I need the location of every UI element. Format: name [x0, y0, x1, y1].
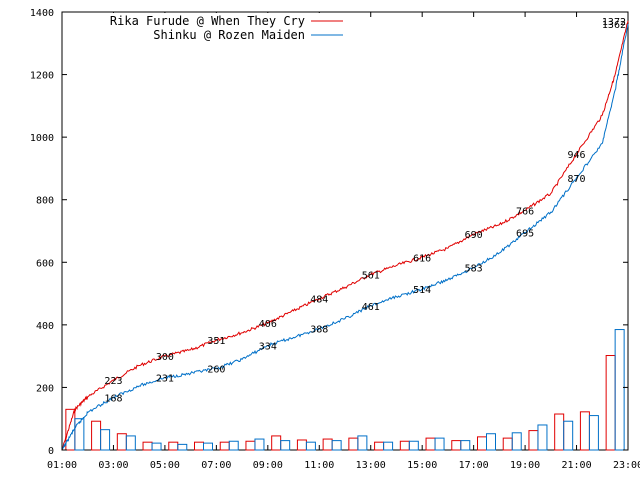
y-tick-label: 1000 [30, 133, 54, 144]
bar-shinku [588, 415, 599, 451]
point-label-rika: 946 [568, 150, 586, 161]
point-label-shinku: 168 [104, 393, 122, 404]
bar-rika [296, 439, 307, 451]
bar-shinku [203, 442, 213, 451]
y-tick-label: 400 [36, 321, 54, 332]
point-label-rika: 561 [362, 270, 380, 281]
y-tick-label: 600 [36, 258, 54, 269]
bar-shinku [254, 438, 265, 451]
y-tick-label: 800 [36, 196, 54, 207]
legend-label-shinku: Shinku @ Rozen Maiden [153, 28, 305, 42]
point-label-rika: 766 [516, 206, 534, 217]
bar-shinku [74, 418, 85, 451]
bar-rika [605, 355, 616, 451]
bar-shinku [614, 329, 625, 451]
bar-shinku [383, 441, 394, 451]
point-label-shinku: 695 [516, 229, 534, 240]
point-labels: 223 300 351 406 484 561 616 690 766 946 1372 168 231… [104, 17, 626, 405]
cumulative-lines [61, 20, 629, 451]
bar-rika [374, 441, 385, 451]
x-tick-label: 11:00 [304, 460, 334, 471]
bar-rika [425, 437, 436, 451]
point-label-rika: 690 [465, 230, 483, 241]
point-label-rika: 223 [104, 376, 122, 387]
point-label-shinku: 260 [207, 365, 225, 376]
point-label-shinku: 514 [413, 285, 431, 296]
point-label-rika: 1372 [602, 17, 626, 28]
bar-rika [91, 420, 102, 451]
x-tick-label: 15:00 [407, 460, 437, 471]
x-axis: 01:00 03:00 05:00 07:00 09:00 11:00 13:00 15:00… [47, 12, 640, 471]
point-label-rika: 351 [207, 336, 225, 347]
x-tick-label: 17:00 [459, 460, 489, 471]
legend-label-rika: Rika Furude @ When They Cry [110, 14, 305, 28]
bar-rika [116, 433, 127, 451]
bar-rika [219, 441, 230, 451]
point-label-rika: 484 [310, 295, 328, 306]
legend-background [63, 13, 351, 43]
bar-rika [194, 441, 204, 451]
x-tick-label: 07:00 [201, 460, 231, 471]
point-label-shinku: 388 [310, 325, 328, 336]
x-tick-label: 03:00 [98, 460, 128, 471]
bar-shinku [563, 420, 574, 451]
bar-shinku [460, 440, 471, 451]
bar-shinku [357, 435, 368, 451]
y-tick-label: 1200 [30, 71, 54, 82]
bar-shinku [408, 440, 419, 451]
x-tick-label: 01:00 [47, 460, 77, 471]
point-label-shinku: 461 [362, 302, 380, 313]
bar-rika [502, 437, 513, 451]
x-tick-label: 13:00 [356, 460, 386, 471]
y-tick-label: 0 [48, 446, 54, 457]
bar-rika [142, 441, 153, 451]
bar-rika [399, 440, 410, 451]
plot-frame [61, 11, 629, 451]
bar-shinku [100, 429, 111, 451]
bar-rika [579, 411, 590, 451]
point-label-rika: 300 [156, 352, 174, 363]
bar-shinku [486, 433, 496, 451]
point-label-shinku: 583 [465, 264, 483, 275]
bar-rika [477, 436, 487, 451]
line-shinku [61, 23, 629, 451]
bar-shinku [228, 440, 239, 451]
x-tick-label: 09:00 [253, 460, 283, 471]
point-label-shinku: 334 [259, 342, 277, 353]
y-tick-label: 200 [36, 383, 54, 394]
bar-shinku [331, 440, 342, 451]
bar-rika [348, 437, 359, 451]
bar-shinku [280, 440, 291, 451]
bar-shinku [537, 424, 548, 451]
bar-rika [554, 413, 565, 451]
bar-shinku [177, 443, 188, 451]
bar-rika [168, 441, 179, 451]
x-tick-label: 19:00 [510, 460, 540, 471]
bar-rika [271, 435, 282, 451]
point-label-shinku: 1362 [602, 20, 626, 31]
bar-rika [528, 430, 539, 451]
bar-rika [451, 440, 462, 451]
bar-shinku [305, 441, 316, 451]
x-tick-label: 05:00 [150, 460, 180, 471]
y-axis: 0 200 400 600 800 1000 1200 1400 [30, 8, 628, 457]
bar-shinku [151, 442, 162, 451]
point-label-rika: 406 [259, 319, 277, 330]
hourly-bars [65, 329, 625, 451]
y-tick-label: 1400 [30, 8, 54, 19]
point-label-rika: 616 [413, 253, 431, 264]
bar-shinku [125, 435, 136, 451]
bar-shinku [434, 437, 445, 451]
bar-rika [245, 440, 256, 451]
point-label-shinku: 231 [156, 374, 174, 385]
x-tick-label: 23:00 [613, 460, 640, 471]
bar-rika [322, 438, 333, 451]
bar-shinku [511, 432, 522, 451]
point-label-shinku: 870 [568, 174, 586, 185]
x-tick-label: 21:00 [561, 460, 591, 471]
line-rika [61, 20, 629, 451]
legend: Rika Furude @ When They Cry Shinku @ Roz… [63, 13, 351, 43]
